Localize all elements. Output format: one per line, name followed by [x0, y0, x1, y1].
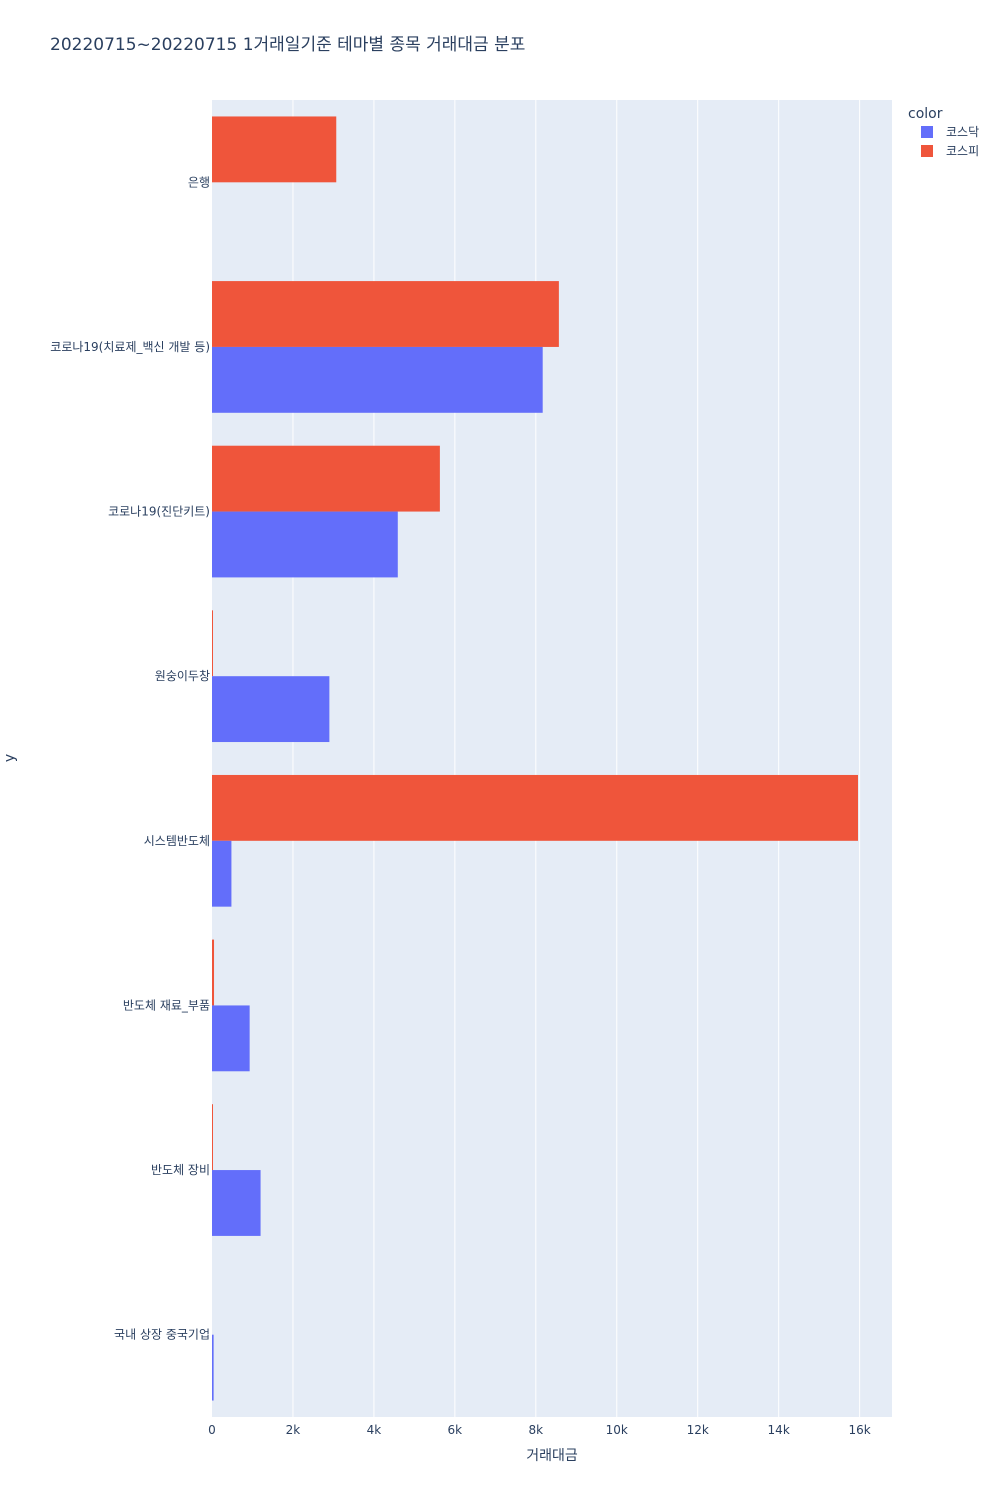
bar-kosdaq	[212, 1334, 214, 1401]
y-tick-label: 반도체 재료_부품	[123, 998, 210, 1012]
bar-kospi	[212, 610, 213, 677]
legend-label[interactable]: 코스피	[946, 144, 979, 158]
bar-kospi	[212, 774, 858, 841]
x-tick-label: 10k	[606, 1423, 628, 1437]
bar-kosdaq	[212, 511, 398, 578]
y-tick-label: 원숭이두창	[155, 669, 210, 683]
legend-label[interactable]: 코스닥	[946, 125, 979, 139]
x-tick-label: 12k	[687, 1423, 709, 1437]
y-tick-label: 코로나19(진단키트)	[108, 505, 210, 519]
x-tick-label: 2k	[286, 1423, 301, 1437]
y-axis-title: y	[2, 754, 18, 762]
bar-kosdaq	[212, 346, 543, 413]
bar-kosdaq	[212, 676, 330, 743]
bar-kosdaq	[212, 1170, 261, 1236]
bar-kospi	[212, 116, 337, 183]
x-tick-label: 6k	[448, 1423, 463, 1437]
bar-kospi	[212, 1104, 213, 1171]
x-tick-label: 0	[208, 1423, 216, 1437]
bar-kosdaq	[212, 1005, 250, 1072]
x-tick-label: 8k	[529, 1423, 544, 1437]
y-tick-label: 시스템반도체	[144, 834, 210, 848]
y-tick-label: 은행	[188, 174, 210, 189]
y-tick-label: 코로나19(치료제_백신 개발 등)	[50, 340, 210, 354]
x-tick-label: 14k	[768, 1423, 790, 1437]
x-tick-label: 16k	[849, 1423, 871, 1437]
bar-kospi	[212, 281, 559, 347]
x-axis-title: 거래대금	[526, 1448, 578, 1464]
legend-swatch[interactable]	[921, 126, 933, 138]
y-tick-label: 국내 상장 중국기업	[114, 1328, 210, 1342]
legend-swatch[interactable]	[921, 145, 933, 157]
y-tick-label: 반도체 장비	[151, 1163, 210, 1177]
x-axis-ticks: 0 2k 4k 6k 8k 10k 12k 14k 16k	[208, 1423, 871, 1437]
chart-title: 20220715~20220715 1거래일기준 테마별 종목 거래대금 분포	[50, 35, 525, 55]
bar-kospi	[212, 939, 215, 1006]
bar-kosdaq	[212, 840, 232, 907]
legend-title: color	[908, 106, 943, 122]
x-tick-label: 4k	[367, 1423, 382, 1437]
bar-kospi	[212, 445, 440, 512]
bars	[212, 116, 858, 1401]
